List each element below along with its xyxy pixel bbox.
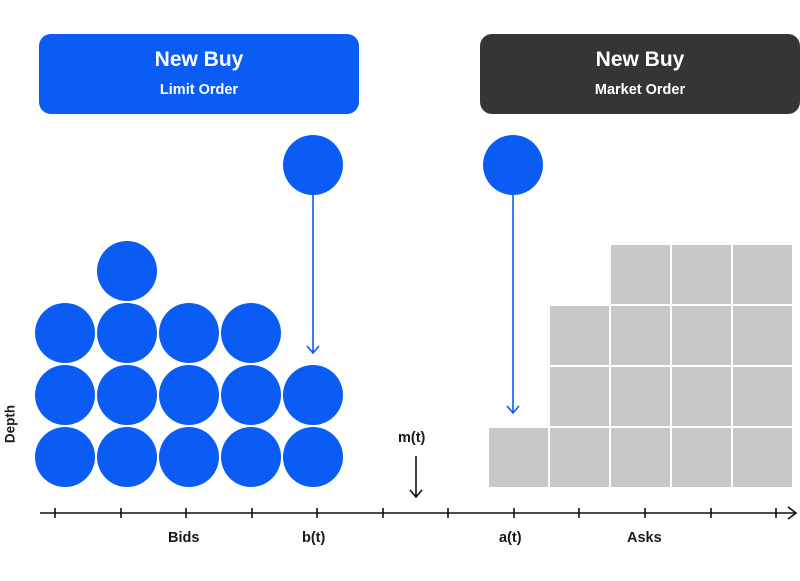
limit-order-box: New Buy Limit Order <box>39 34 359 114</box>
best-bid-label: b(t) <box>302 530 326 546</box>
limit-order-title: New Buy <box>154 48 244 71</box>
ask-order-square <box>548 365 611 428</box>
market-order-title: New Buy <box>595 48 685 71</box>
ask-order-square <box>609 426 672 489</box>
market-order-arrow-head <box>506 405 520 415</box>
bid-order-circle <box>283 365 343 425</box>
ask-order-square <box>731 365 794 428</box>
ask-order-square <box>670 304 733 367</box>
limit-order-arrow-head <box>306 345 320 355</box>
ask-order-square <box>609 304 672 367</box>
ask-order-square <box>609 365 672 428</box>
incoming-orders <box>283 135 543 415</box>
ask-order-square <box>609 243 672 306</box>
bid-order-circle <box>97 365 157 425</box>
axis-arrowhead <box>787 506 798 520</box>
market-order-subtitle: Market Order <box>594 82 686 98</box>
bid-order-circle <box>221 303 281 363</box>
mid-price-arrow-head <box>409 489 423 499</box>
bid-order-circle <box>221 365 281 425</box>
mid-price-label: m(t) <box>398 430 426 446</box>
ask-orders <box>487 243 794 489</box>
limit-order-subtitle: Limit Order <box>159 82 239 98</box>
new-market-order-circle <box>483 135 543 195</box>
ask-order-square <box>731 304 794 367</box>
asks-label: Asks <box>627 530 662 546</box>
bid-orders <box>35 241 343 487</box>
depth-axis-label: Depth <box>2 404 18 444</box>
bid-order-circle <box>97 303 157 363</box>
bid-order-circle <box>35 303 95 363</box>
ask-order-square <box>670 426 733 489</box>
new-limit-order-circle <box>283 135 343 195</box>
bid-order-circle <box>221 427 281 487</box>
bid-order-circle <box>159 365 219 425</box>
ask-order-square <box>487 426 550 489</box>
ask-order-square <box>548 426 611 489</box>
bid-order-circle <box>35 365 95 425</box>
bid-order-circle <box>97 241 157 301</box>
best-ask-label: a(t) <box>499 530 522 546</box>
bid-order-circle <box>159 303 219 363</box>
bid-order-circle <box>35 427 95 487</box>
bids-label: Bids <box>168 530 200 546</box>
ask-order-square <box>548 304 611 367</box>
bid-order-circle <box>283 427 343 487</box>
ask-order-square <box>670 243 733 306</box>
bid-order-circle <box>97 427 157 487</box>
ask-order-square <box>731 243 794 306</box>
ask-order-square <box>731 426 794 489</box>
bid-order-circle <box>159 427 219 487</box>
ask-order-square <box>670 365 733 428</box>
market-order-box: New Buy Market Order <box>480 34 800 114</box>
price-axis <box>40 456 798 520</box>
